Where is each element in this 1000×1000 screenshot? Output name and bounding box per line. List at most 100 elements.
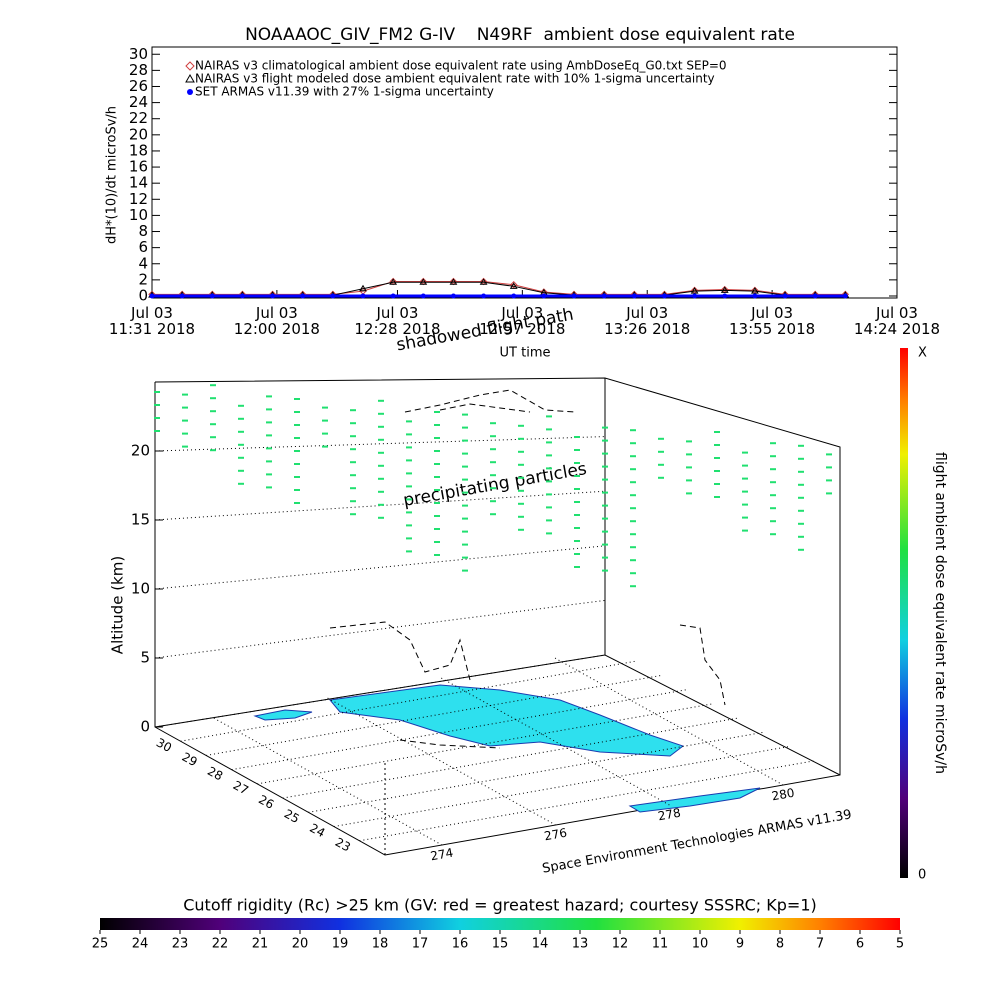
point	[751, 287, 759, 294]
point	[449, 278, 458, 285]
z-tick-label: 10	[131, 580, 150, 598]
point	[752, 293, 758, 299]
colorbar-tick-label: 18	[372, 937, 389, 952]
point	[389, 277, 397, 286]
colorbar-tick-label: 9	[736, 937, 744, 952]
y-tick-label: 6	[138, 238, 148, 256]
point	[359, 284, 367, 292]
point	[390, 293, 396, 299]
point	[360, 293, 366, 299]
x-axis-label: UT time	[500, 346, 551, 361]
colorbar-tick-label: 10	[692, 937, 709, 952]
y-tick-label: 23	[333, 835, 353, 855]
point	[270, 293, 276, 299]
x-tick-label: 280	[771, 786, 796, 804]
y-tick-label: 30	[154, 735, 174, 755]
point	[330, 293, 336, 299]
point	[751, 286, 759, 295]
colorbar-tick-label: 6	[856, 937, 864, 952]
point	[149, 293, 155, 299]
y-tick-label: 30	[129, 45, 148, 63]
chart-title: NOAAAOC_GIV_FM2 G-IV N49RF ambient dose …	[245, 25, 795, 45]
y-tick-label: 22	[129, 109, 148, 127]
colorbar-tick-label: 17	[412, 937, 429, 952]
x-tick-label: 274	[429, 846, 454, 864]
point	[450, 293, 456, 299]
legend-marker	[185, 61, 195, 71]
point	[721, 285, 729, 294]
flight-path	[329, 389, 726, 749]
point	[842, 293, 848, 299]
point	[420, 293, 426, 299]
point	[300, 293, 306, 299]
colorbar-label: flight ambient dose equivalent rate micr…	[932, 452, 948, 774]
colorbar	[100, 918, 900, 930]
y-tick-label: 24	[307, 821, 327, 841]
point	[239, 293, 245, 299]
colorbar-tick-label: 5	[896, 937, 904, 952]
colorbar-tick-label: 21	[252, 937, 269, 952]
x-tick-label: 278	[657, 806, 682, 824]
point	[179, 293, 185, 299]
colorbar-min-label: 0	[918, 868, 926, 883]
y-tick-label: 26	[129, 77, 148, 95]
colorbar-tick-label: 24	[132, 937, 149, 952]
point	[631, 293, 637, 299]
point	[509, 282, 518, 289]
x-tick-label: 276	[543, 826, 568, 844]
point	[419, 278, 428, 285]
point	[812, 293, 818, 299]
legend-label: NAIRAS v3 flight modeled dose ambient eq…	[195, 72, 715, 86]
point	[782, 293, 788, 299]
legend-label: SET ARMAS v11.39 with 27% 1-sigma uncert…	[195, 85, 494, 99]
point	[449, 277, 458, 286]
y-tick-label: 14	[129, 174, 148, 192]
y-tick-label: 25	[282, 807, 302, 827]
y-tick-label: 28	[129, 61, 148, 79]
grid-line	[206, 674, 662, 756]
x-tick-label: Jul 03 13:55 2018	[729, 304, 816, 338]
colorbar-tick-label: 25	[92, 937, 109, 952]
point	[571, 293, 577, 299]
colorbar-tick-label: 13	[572, 937, 589, 952]
legend-label: NAIRAS v3 climatological ambient dose eq…	[195, 59, 727, 73]
z-tick-label: 5	[140, 649, 150, 667]
y-tick-label: 16	[129, 158, 148, 176]
y-tick-label: 27	[231, 778, 251, 798]
grid-line	[308, 731, 764, 813]
plot-frame	[151, 46, 898, 299]
colorbar-tick-label: 19	[332, 937, 349, 952]
colorbar-tick-label: 12	[612, 937, 629, 952]
point	[419, 277, 428, 286]
annotation: precipitating particles	[402, 459, 589, 511]
colorbar-tick-label: 23	[172, 937, 189, 952]
y-axis-label: dH*(10)/dt microSv/h	[105, 106, 120, 244]
y-tick-label: 26	[256, 792, 276, 812]
grid-line	[154, 545, 606, 590]
series-line	[152, 281, 846, 296]
grid-line	[154, 599, 606, 659]
colorbar-max-label: X	[918, 346, 927, 361]
x-tick-label: Jul 03 11:31 2018	[108, 304, 196, 338]
colorbar	[900, 348, 908, 878]
grid-line	[282, 717, 738, 799]
z-axis-label: Altitude (km)	[109, 556, 127, 654]
y-tick-label: 0	[138, 286, 148, 304]
colorbar-tick-label: 8	[776, 937, 784, 952]
point	[481, 293, 487, 299]
y-tick-label: 29	[180, 750, 200, 770]
y-tick-label: 12	[129, 190, 148, 208]
grid-line	[257, 703, 713, 785]
y-tick-label: 8	[138, 222, 148, 240]
z-tick-label: 15	[131, 511, 150, 529]
x-tick-label: Jul 03 12:28 2018	[354, 304, 441, 338]
point	[479, 278, 488, 285]
z-tick-label: 20	[131, 442, 150, 460]
point	[690, 286, 699, 295]
grid-line	[333, 746, 789, 828]
legend-marker	[187, 89, 193, 95]
point	[661, 293, 667, 299]
colorbar-title: Cutoff rigidity (Rc) >25 km (GV: red = g…	[183, 896, 817, 915]
